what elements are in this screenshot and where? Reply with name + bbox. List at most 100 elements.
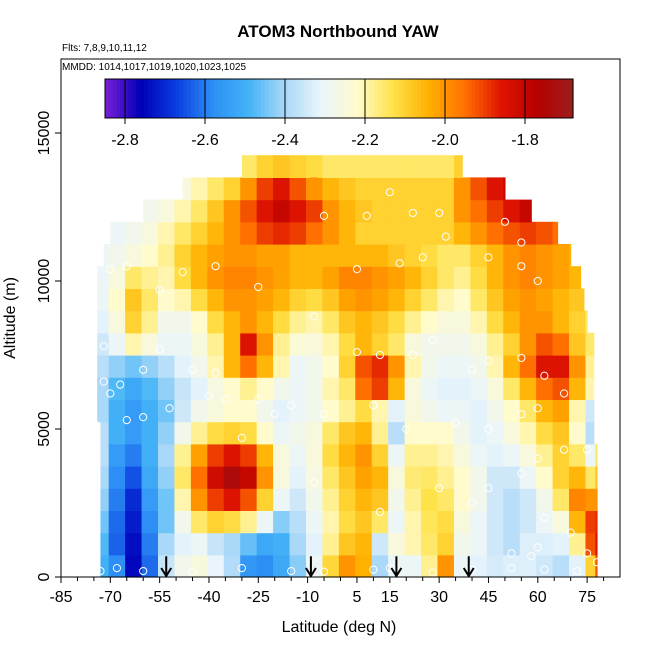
- colorbar-segment: [561, 79, 566, 118]
- heatmap-cell: [388, 332, 406, 356]
- heatmap-cell: [273, 310, 291, 334]
- colorbar-tick-label: -2.4: [271, 132, 299, 149]
- heatmap-cell: [256, 443, 274, 467]
- heatmap-cell: [595, 510, 598, 534]
- heatmap-cell: [240, 199, 258, 223]
- heatmap-cell: [470, 332, 488, 356]
- heatmap-cell: [388, 421, 406, 445]
- heatmap-cell: [190, 443, 208, 467]
- sample-point: [517, 469, 526, 478]
- heatmap-cell: [355, 443, 373, 467]
- heatmap-cell: [305, 421, 324, 445]
- heatmap-cell: [486, 466, 504, 489]
- heatmap-cell: [338, 177, 356, 201]
- heatmap-cell: [256, 199, 274, 223]
- sample-point: [211, 262, 220, 271]
- heatmap-cell: [536, 221, 554, 245]
- heatmap-cell: [371, 310, 389, 334]
- heatmap-cell: [437, 399, 455, 423]
- heatmap-cell: [552, 355, 570, 378]
- heatmap-cell: [158, 244, 176, 267]
- heatmap-cell: [322, 244, 340, 267]
- heatmap-cell: [223, 510, 241, 534]
- colorbar-segment: [218, 79, 223, 118]
- heatmap-cell: [536, 488, 554, 511]
- heatmap-cell: [404, 443, 422, 467]
- heatmap-cell: [569, 488, 587, 511]
- heatmap-cell: [305, 288, 324, 312]
- heatmap-cell: [256, 421, 274, 445]
- heatmap-cell: [322, 466, 340, 489]
- heatmap-cell: [256, 510, 274, 534]
- heatmap-cell: [519, 421, 537, 445]
- heatmap-cell: [585, 355, 595, 378]
- heatmap-cell: [141, 488, 159, 511]
- x-tick-label: -25: [247, 589, 270, 606]
- heatmap-cell: [421, 244, 439, 267]
- heatmap-cell: [289, 177, 307, 201]
- heatmap-cell: [519, 288, 537, 312]
- sample-point: [116, 380, 125, 389]
- heatmap-cell: [207, 332, 225, 356]
- sample-point: [254, 395, 263, 404]
- colorbar-segment: [268, 79, 274, 118]
- heatmap-cell: [305, 399, 324, 423]
- heatmap-cell: [141, 244, 159, 267]
- heatmap-cell: [371, 510, 389, 534]
- x-tick-label: 15: [381, 589, 399, 606]
- sample-point: [89, 418, 98, 428]
- heatmap-cell: [437, 155, 455, 178]
- sample-point: [484, 484, 493, 493]
- heatmap-cell: [453, 377, 471, 400]
- heatmap-cell: [322, 155, 340, 178]
- sample-point: [517, 410, 526, 419]
- heatmap-cell: [207, 488, 225, 511]
- heatmap-cell: [207, 443, 225, 467]
- heatmap-cell: [207, 510, 225, 534]
- heatmap-cell: [338, 221, 356, 245]
- heatmap-cell: [305, 310, 324, 334]
- heatmap-cell: [453, 510, 471, 534]
- colorbar-segment: [241, 79, 246, 118]
- heatmap-cell: [174, 310, 192, 334]
- heatmap-cell: [437, 488, 455, 511]
- colorbar-segment: [448, 79, 453, 118]
- heatmap-cell: [273, 488, 291, 511]
- colorbar-segment: [537, 79, 543, 118]
- heatmap-cell: [125, 377, 143, 400]
- heatmap-cell: [108, 443, 126, 467]
- heatmap-cell: [585, 466, 596, 489]
- heatmap-cell: [125, 532, 143, 556]
- heatmap-cell: [421, 177, 439, 201]
- heatmap-cell: [421, 510, 439, 534]
- heatmap-cell: [141, 221, 159, 245]
- sample-point: [211, 368, 220, 377]
- heatmap-cell: [404, 421, 422, 445]
- colorbar-segment: [506, 79, 512, 118]
- sample-point: [451, 418, 460, 428]
- heatmap-cell: [536, 466, 554, 489]
- heatmap-cell: [404, 355, 422, 378]
- heatmap-cell: [486, 355, 504, 378]
- heatmap-cell: [158, 466, 176, 489]
- heatmap-cell: [536, 310, 554, 334]
- heatmap-cell: [207, 421, 225, 445]
- heatmap-cell: [108, 554, 126, 578]
- heatmap-cell: [223, 443, 241, 467]
- heatmap-cell: [108, 399, 126, 423]
- colorbar-segment: [140, 79, 145, 118]
- sample-point: [122, 262, 131, 271]
- heatmap-cell: [207, 310, 225, 334]
- colorbar-segment: [436, 79, 441, 118]
- heatmap-cell: [453, 488, 471, 511]
- sample-point: [237, 433, 246, 442]
- heatmap-cell: [470, 199, 488, 223]
- heatmap-cell: [453, 443, 471, 467]
- heatmap-cell: [486, 266, 504, 289]
- heatmap-cell: [338, 532, 356, 556]
- heatmap-cell: [371, 443, 389, 467]
- heatmap-cell: [453, 221, 471, 245]
- colorbar-segment: [288, 79, 293, 118]
- heatmap-cell: [388, 288, 406, 312]
- sample-point: [155, 285, 164, 294]
